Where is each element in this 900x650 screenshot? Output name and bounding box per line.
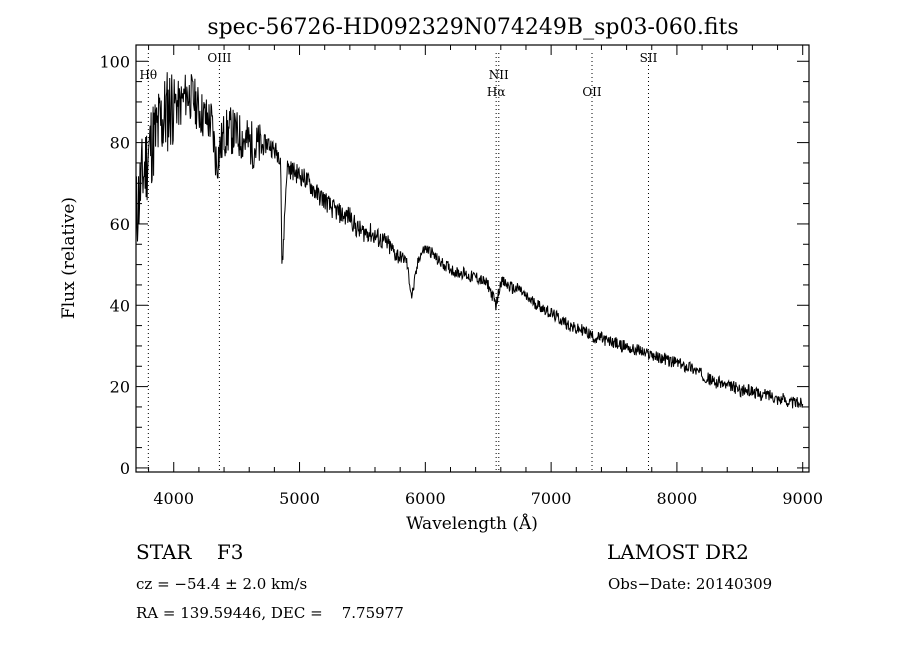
y-tick-label: 100 (99, 52, 130, 71)
x-tick-label: 6000 (405, 489, 446, 508)
x-tick-label: 7000 (531, 489, 572, 508)
object-class: STAR F3 (136, 540, 244, 564)
axis-ticks (136, 45, 809, 472)
y-tick-label: 60 (110, 215, 130, 234)
chart-title: spec-56726-HD092329N074249B_sp03-060.fit… (207, 15, 738, 40)
obs-date: Obs−Date: 20140309 (608, 575, 773, 593)
line-label: Hθ (139, 68, 157, 82)
y-tick-label: 40 (110, 296, 130, 315)
spectrum-line (135, 72, 804, 409)
data-release: LAMOST DR2 (607, 540, 749, 564)
x-axis-label: Wavelength (Å) (406, 513, 538, 534)
emission-line-labels: Hθ OIII NII Hα OII SII (139, 51, 657, 99)
plot-frame (135, 44, 810, 473)
x-tick-label: 5000 (279, 489, 320, 508)
line-label: OIII (207, 51, 231, 65)
line-label: Hα (487, 85, 506, 99)
x-tick-label: 4000 (153, 489, 194, 508)
y-tick-label: 20 (110, 378, 130, 397)
x-tick-label: 8000 (657, 489, 698, 508)
x-tick-label: 9000 (782, 489, 823, 508)
y-tick-labels: 0 20 40 60 80 100 (99, 52, 130, 478)
line-label: NII (489, 68, 509, 82)
line-label: OII (582, 85, 602, 99)
y-tick-label: 80 (110, 134, 130, 153)
y-tick-label: 0 (120, 459, 130, 478)
y-axis-label: Flux (relative) (59, 197, 79, 319)
line-label: SII (640, 51, 658, 65)
x-tick-labels: 4000 5000 6000 7000 8000 9000 (153, 489, 823, 508)
redshift-cz: cz = −54.4 ± 2.0 km/s (136, 575, 308, 593)
ra-dec: RA = 139.59446, DEC = 7.75977 (136, 604, 404, 622)
